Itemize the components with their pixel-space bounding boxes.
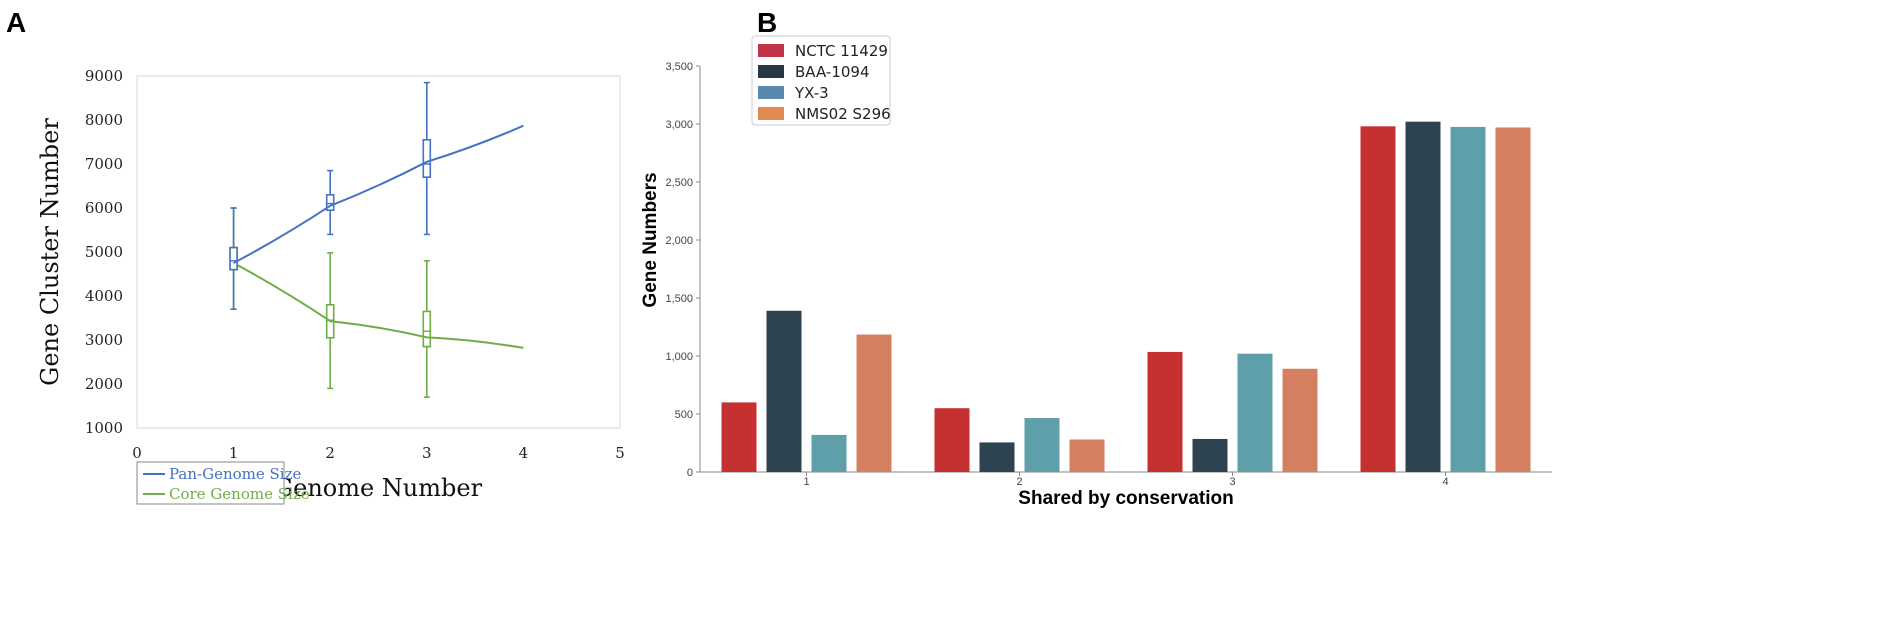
conservation-x-tick-label: 2 (1016, 476, 1022, 488)
legend-label-yx-3: YX-3 (794, 84, 829, 102)
pangenome-legend: Pan-Genome Size Core Genome Size (136, 461, 310, 505)
bar-yx-3 (811, 434, 847, 472)
pangenome-legend-box (136, 461, 285, 505)
pan-genome-fit-line (233, 124, 524, 264)
bar-nms02-s296 (856, 334, 892, 472)
conservation-y-tick-label: 1,500 (665, 293, 693, 305)
conservation-y-axis-title: Gene Numbers (640, 172, 661, 307)
pangenome-y-tick-label: 7000 (85, 155, 123, 173)
legend-swatch-nms02-s296 (758, 107, 784, 120)
panel-b-label: B (757, 7, 777, 38)
pangenome-y-tick-label: 9000 (85, 67, 123, 85)
pangenome-x-tick-label: 5 (615, 444, 625, 462)
conservation-y-tick-label: 500 (675, 409, 693, 421)
pangenome-x-axis-title: Genome Number (274, 474, 483, 502)
bar-nctc-11429 (934, 408, 970, 472)
pangenome-x-tick-label: 2 (325, 444, 335, 462)
pangenome-x-tick-label: 3 (422, 444, 432, 462)
bar-yx-3 (1024, 418, 1060, 472)
pangenome-y-axis-title: Gene Cluster Number (36, 118, 64, 386)
bar-nms02-s296 (1282, 368, 1318, 472)
bar-baa-1094 (1192, 438, 1228, 472)
conservation-bars (721, 121, 1531, 473)
bar-baa-1094 (979, 442, 1015, 472)
pan-genome-box (229, 246, 238, 271)
legend-label-baa-1094: BAA-1094 (795, 63, 870, 81)
legend-label-pan-genome: Pan-Genome Size (169, 465, 301, 483)
conservation-y-tick-label: 3,500 (665, 61, 693, 73)
bar-nctc-11429 (721, 402, 757, 472)
pangenome-y-tick-label: 6000 (85, 199, 123, 217)
pangenome-x-tick-label: 0 (132, 444, 142, 462)
conservation-y-tick-label: 0 (687, 467, 693, 479)
conservation-x-ticks: 1 2 3 4 (803, 472, 1449, 488)
pangenome-marks (229, 81, 524, 399)
bar-baa-1094 (1405, 121, 1441, 473)
bar-nctc-11429 (1360, 126, 1396, 472)
conservation-x-tick-label: 3 (1229, 476, 1235, 488)
pangenome-plot-frame (136, 75, 621, 429)
pangenome-y-tick-label: 3000 (85, 331, 123, 349)
legend-label-nctc-11429: NCTC 11429 (795, 42, 888, 60)
bar-yx-3 (1237, 353, 1273, 472)
pangenome-y-tick-label: 2000 (85, 375, 123, 393)
conservation-x-axis-title: Shared by conservation (1018, 488, 1233, 509)
pangenome-y-tick-label: 8000 (85, 111, 123, 129)
conservation-y-tick-label: 3,000 (665, 119, 693, 131)
bar-yx-3 (1450, 126, 1486, 473)
pangenome-chart: 1000 2000 3000 4000 5000 6000 7000 8000 9000 0 1 2… (36, 67, 625, 505)
pangenome-y-tick-label: 4000 (85, 287, 123, 305)
legend-swatch-baa-1094 (758, 65, 784, 78)
conservation-y-ticks: 0 500 1,000 1,500 2,000 2,500 3,000 3,500 (665, 61, 700, 479)
pan-genome-box (325, 194, 335, 212)
core-genome-box (422, 310, 432, 348)
bar-nms02-s296 (1069, 439, 1105, 472)
pangenome-x-tick-label: 4 (519, 444, 529, 462)
conservation-x-tick-label: 1 (803, 476, 809, 488)
legend-swatch-yx-3 (758, 86, 784, 99)
pangenome-y-ticks: 1000 2000 3000 4000 5000 6000 7000 8000 9000 (85, 67, 123, 437)
pangenome-y-tick-label: 1000 (85, 419, 123, 437)
conservation-y-tick-label: 2,000 (665, 235, 693, 247)
conservation-legend: NCTC 11429 BAA-1094 YX-3 NMS02 S296 (751, 35, 891, 126)
bar-nms02-s296 (1495, 127, 1531, 472)
core-genome-fit-line (233, 262, 524, 349)
conservation-y-tick-label: 1,000 (665, 351, 693, 363)
pangenome-x-ticks: 0 1 2 3 4 5 (132, 444, 625, 462)
pan-genome-box (422, 139, 432, 179)
bar-baa-1094 (766, 310, 802, 472)
pangenome-y-tick-label: 5000 (85, 243, 123, 261)
panel-a-label: A (6, 7, 26, 38)
bar-nctc-11429 (1147, 351, 1183, 472)
conservation-legend-box (751, 35, 891, 126)
legend-label-core-genome: Core Genome Size (169, 485, 310, 503)
conservation-y-tick-label: 2,500 (665, 177, 693, 189)
legend-label-nms02-s296: NMS02 S296 (795, 105, 891, 123)
conservation-x-tick-label: 4 (1442, 476, 1448, 488)
legend-swatch-nctc-11429 (758, 44, 784, 57)
pangenome-x-tick-label: 1 (229, 444, 239, 462)
